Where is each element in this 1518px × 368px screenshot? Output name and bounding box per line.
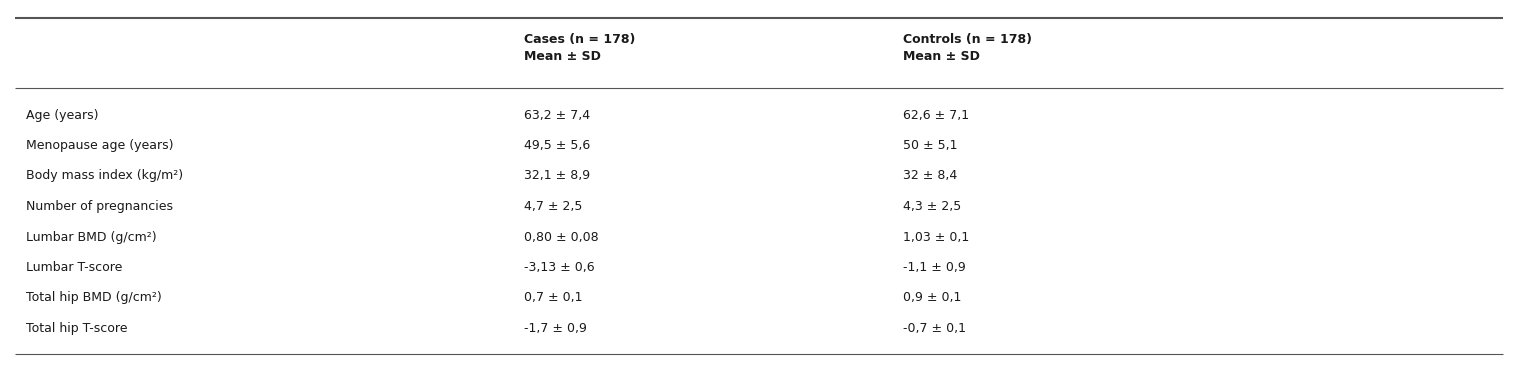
- Text: 63,2 ± 7,4: 63,2 ± 7,4: [524, 109, 591, 121]
- Text: Cases (n = 178)
Mean ± SD: Cases (n = 178) Mean ± SD: [524, 32, 635, 64]
- Text: Lumbar T-score: Lumbar T-score: [26, 261, 121, 274]
- Text: 4,7 ± 2,5: 4,7 ± 2,5: [524, 200, 581, 213]
- Text: Menopause age (years): Menopause age (years): [26, 139, 173, 152]
- Text: Total hip BMD (g/cm²): Total hip BMD (g/cm²): [26, 291, 161, 304]
- Text: -1,1 ± 0,9: -1,1 ± 0,9: [903, 261, 965, 274]
- Text: 32,1 ± 8,9: 32,1 ± 8,9: [524, 170, 591, 183]
- Text: 32 ± 8,4: 32 ± 8,4: [903, 170, 958, 183]
- Text: 62,6 ± 7,1: 62,6 ± 7,1: [903, 109, 970, 121]
- Text: 1,03 ± 0,1: 1,03 ± 0,1: [903, 230, 970, 244]
- Text: Number of pregnancies: Number of pregnancies: [26, 200, 173, 213]
- Text: Lumbar BMD (g/cm²): Lumbar BMD (g/cm²): [26, 230, 156, 244]
- Text: 0,80 ± 0,08: 0,80 ± 0,08: [524, 230, 598, 244]
- Text: 0,9 ± 0,1: 0,9 ± 0,1: [903, 291, 961, 304]
- Text: 4,3 ± 2,5: 4,3 ± 2,5: [903, 200, 961, 213]
- Text: 49,5 ± 5,6: 49,5 ± 5,6: [524, 139, 591, 152]
- Text: -3,13 ± 0,6: -3,13 ± 0,6: [524, 261, 595, 274]
- Text: Total hip T-score: Total hip T-score: [26, 322, 128, 335]
- Text: 0,7 ± 0,1: 0,7 ± 0,1: [524, 291, 583, 304]
- Text: 50 ± 5,1: 50 ± 5,1: [903, 139, 958, 152]
- Text: Age (years): Age (years): [26, 109, 99, 121]
- Text: -0,7 ± 0,1: -0,7 ± 0,1: [903, 322, 967, 335]
- Text: Controls (n = 178)
Mean ± SD: Controls (n = 178) Mean ± SD: [903, 32, 1032, 64]
- Text: Body mass index (kg/m²): Body mass index (kg/m²): [26, 170, 184, 183]
- Text: -1,7 ± 0,9: -1,7 ± 0,9: [524, 322, 586, 335]
